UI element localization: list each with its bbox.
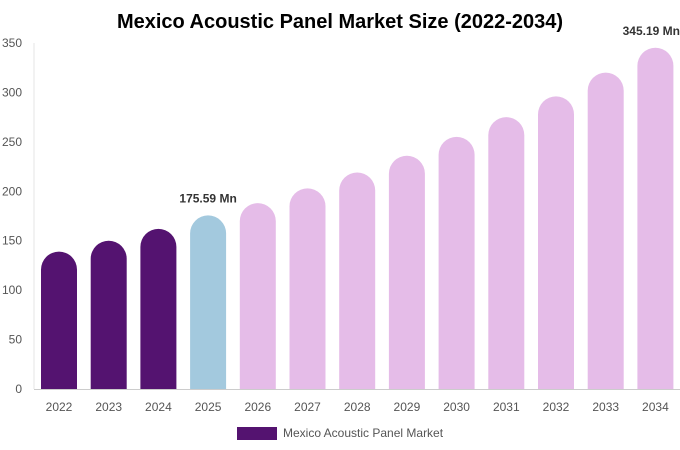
x-tick-label: 2027 bbox=[294, 400, 321, 414]
x-tick-label: 2032 bbox=[543, 400, 570, 414]
y-tick-label: 0 bbox=[15, 382, 22, 396]
bar-2031[interactable] bbox=[488, 117, 525, 389]
bar-2024[interactable] bbox=[140, 228, 177, 389]
x-tick-label: 2034 bbox=[642, 400, 669, 414]
y-tick-label: 200 bbox=[2, 184, 22, 198]
data-labels: 175.59 Mn 345.19 Mn bbox=[179, 24, 680, 206]
y-tick-label: 300 bbox=[2, 85, 22, 99]
y-tick-label: 250 bbox=[2, 135, 22, 149]
chart-title: Mexico Acoustic Panel Market Size (2022-… bbox=[117, 11, 563, 33]
bar-2027[interactable] bbox=[289, 188, 326, 389]
x-tick-label: 2026 bbox=[244, 400, 271, 414]
bar-2022[interactable] bbox=[41, 251, 77, 389]
data-label: 175.59 Mn bbox=[179, 191, 236, 205]
x-tick-label: 2022 bbox=[46, 400, 73, 414]
bar-2030[interactable] bbox=[438, 136, 475, 389]
bar-2034[interactable] bbox=[637, 47, 674, 389]
x-tick-label: 2023 bbox=[95, 400, 122, 414]
x-tick-label: 2030 bbox=[443, 400, 470, 414]
x-axis: 2022 2023 2024 2025 2026 2027 2028 2029 2030 2031… bbox=[34, 389, 680, 414]
x-tick-label: 2031 bbox=[493, 400, 520, 414]
x-tick-label: 2025 bbox=[195, 400, 222, 414]
bar-2023[interactable] bbox=[90, 240, 127, 389]
x-tick-label: 2029 bbox=[394, 400, 421, 414]
y-tick-label: 100 bbox=[2, 283, 22, 297]
bar-2025[interactable] bbox=[190, 215, 227, 389]
bar-2028[interactable] bbox=[339, 172, 376, 389]
legend[interactable]: Mexico Acoustic Panel Market bbox=[237, 426, 444, 440]
y-axis: 0 50 100 150 200 250 300 350 bbox=[2, 36, 35, 396]
legend-swatch bbox=[237, 427, 277, 440]
bar-2032[interactable] bbox=[538, 96, 574, 389]
x-tick-label: 2033 bbox=[592, 400, 619, 414]
x-tick-label: 2028 bbox=[344, 400, 371, 414]
bars bbox=[41, 47, 674, 390]
legend-label: Mexico Acoustic Panel Market bbox=[283, 426, 444, 440]
bar-2033[interactable] bbox=[587, 72, 624, 390]
x-tick-label: 2024 bbox=[145, 400, 172, 414]
y-tick-label: 50 bbox=[9, 333, 23, 347]
bar-2029[interactable] bbox=[388, 155, 425, 389]
y-tick-label: 150 bbox=[2, 234, 22, 248]
bar-2026[interactable] bbox=[239, 203, 276, 389]
data-label: 345.19 Mn bbox=[623, 24, 680, 38]
y-tick-label: 350 bbox=[2, 36, 22, 50]
